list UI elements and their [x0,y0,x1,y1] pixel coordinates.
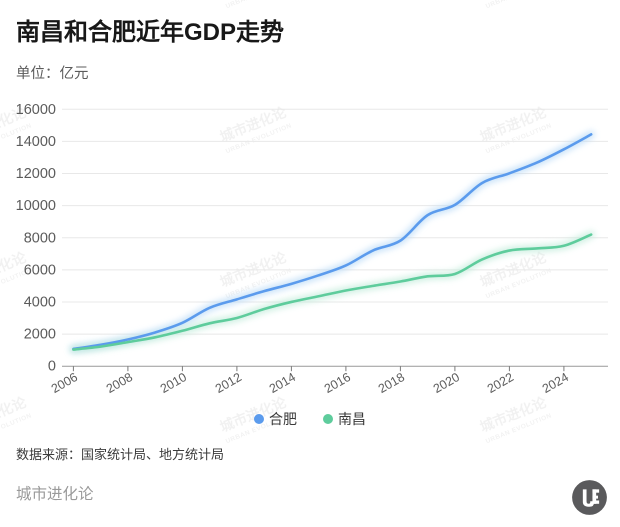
svg-text:8000: 8000 [24,230,56,246]
svg-text:10000: 10000 [16,198,56,214]
svg-text:4000: 4000 [24,294,56,310]
svg-text:2000: 2000 [24,327,56,343]
svg-text:12000: 12000 [16,166,56,182]
svg-text:0: 0 [48,359,56,375]
svg-text:14000: 14000 [16,134,56,150]
svg-text:6000: 6000 [24,262,56,278]
svg-text:16000: 16000 [16,102,56,118]
